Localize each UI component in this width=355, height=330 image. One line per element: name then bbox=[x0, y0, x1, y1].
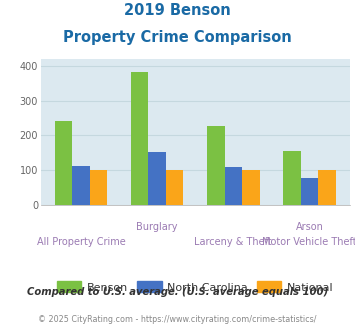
Bar bbox=[207, 126, 225, 205]
Text: Arson: Arson bbox=[295, 222, 323, 232]
Legend: Benson, North Carolina, National: Benson, North Carolina, National bbox=[53, 277, 338, 297]
Bar bbox=[55, 120, 72, 205]
Text: All Property Crime: All Property Crime bbox=[37, 237, 125, 247]
Bar bbox=[301, 178, 318, 205]
Bar bbox=[72, 166, 90, 205]
Text: Burglary: Burglary bbox=[136, 222, 178, 232]
Bar bbox=[90, 170, 107, 205]
Bar bbox=[242, 170, 260, 205]
Text: Larceny & Theft: Larceny & Theft bbox=[195, 237, 272, 247]
Bar bbox=[148, 152, 166, 205]
Bar bbox=[318, 170, 335, 205]
Text: © 2025 CityRating.com - https://www.cityrating.com/crime-statistics/: © 2025 CityRating.com - https://www.city… bbox=[38, 315, 317, 324]
Text: Motor Vehicle Theft: Motor Vehicle Theft bbox=[262, 237, 355, 247]
Text: Compared to U.S. average. (U.S. average equals 100): Compared to U.S. average. (U.S. average … bbox=[27, 287, 328, 297]
Bar bbox=[166, 170, 184, 205]
Text: Property Crime Comparison: Property Crime Comparison bbox=[63, 30, 292, 45]
Bar bbox=[225, 167, 242, 205]
Bar bbox=[131, 72, 148, 205]
Bar bbox=[283, 151, 301, 205]
Text: 2019 Benson: 2019 Benson bbox=[124, 3, 231, 18]
